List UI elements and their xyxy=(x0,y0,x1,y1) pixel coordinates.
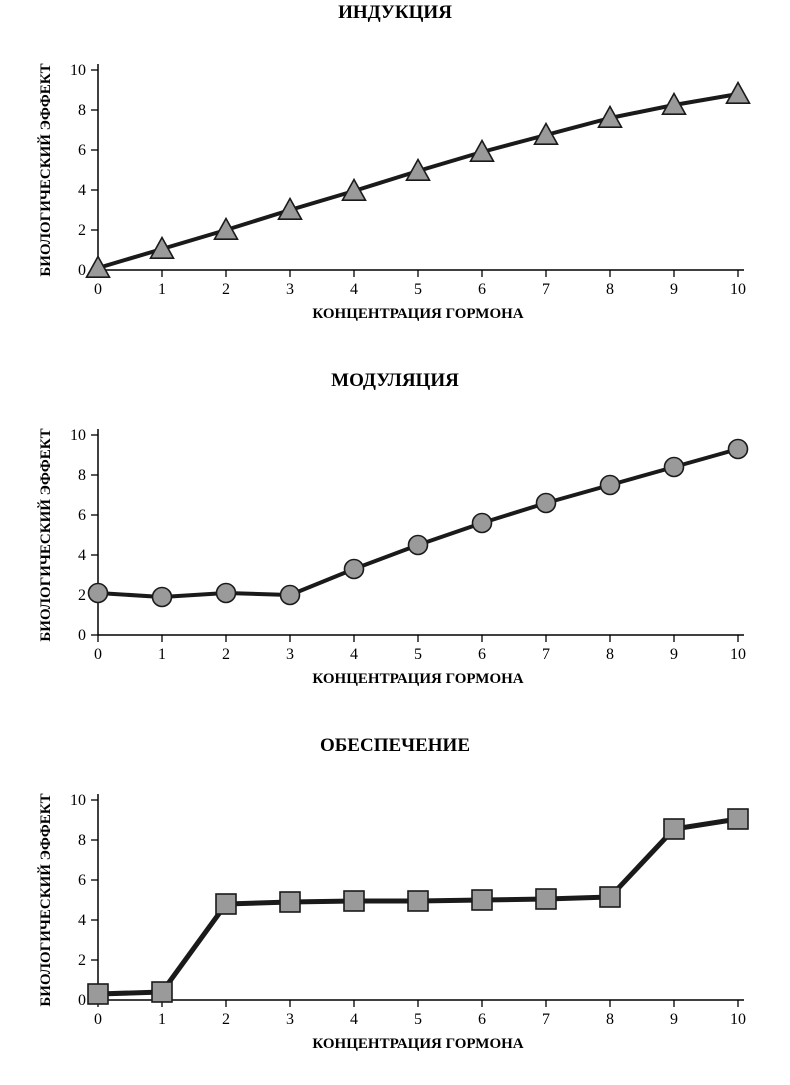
chart-modulation-ylabel: БИОЛОГИЧЕСКИЙ ЭФФЕКТ xyxy=(37,428,54,641)
y-tick-label: 10 xyxy=(70,427,86,444)
y-tick-label: 4 xyxy=(78,182,86,199)
chart-modulation-title: МОДУЛЯЦИЯ xyxy=(0,370,790,392)
y-tick-label: 8 xyxy=(78,102,86,119)
y-tick-label: 2 xyxy=(78,952,86,969)
y-tick-label: 6 xyxy=(78,507,86,524)
x-tick-label: 6 xyxy=(478,281,486,298)
x-tick-label: 4 xyxy=(350,646,358,663)
x-tick-label: 7 xyxy=(542,646,550,663)
chart-provision: 0 1 2 3 4 5 6 7 8 9 10 0 2 4 6 8 10 КОНЦЕНТРАЦИЯ ГОРМОНА Б… xyxy=(0,770,790,1070)
x-tick-label: 5 xyxy=(414,1011,422,1028)
y-tick-label: 6 xyxy=(78,872,86,889)
x-tick-label: 10 xyxy=(730,281,746,298)
chart-provision-title: ОБЕСПЕЧЕНИЕ xyxy=(0,735,790,757)
x-tick-label: 1 xyxy=(158,281,166,298)
y-tick-label: 8 xyxy=(78,467,86,484)
x-tick-label: 8 xyxy=(606,281,614,298)
x-tick-label: 1 xyxy=(158,646,166,663)
x-tick-label: 2 xyxy=(222,1011,230,1028)
x-tick-label: 6 xyxy=(478,1011,486,1028)
y-tick-label: 0 xyxy=(78,992,86,1009)
chart-provision-svg: 0 1 2 3 4 5 6 7 8 9 10 0 2 4 6 8 10 КОНЦЕНТРАЦИЯ ГОРМОНА Б… xyxy=(0,770,790,1070)
chart-modulation-svg: 0 1 2 3 4 5 6 7 8 9 10 0 2 4 6 8 10 КОНЦЕНТРАЦИЯ ГОРМОНА Б… xyxy=(0,405,790,705)
chart-induction-title: ИНДУКЦИЯ xyxy=(0,2,790,24)
page: ИНДУКЦИЯ0123456789100246810КОНЦЕНТРАЦИЯ … xyxy=(0,0,790,1085)
x-tick-label: 4 xyxy=(350,1011,358,1028)
x-tick-label: 10 xyxy=(730,1011,746,1028)
y-tick-label: 0 xyxy=(78,262,86,279)
y-tick-label: 2 xyxy=(78,587,86,604)
y-tick-label: 6 xyxy=(78,142,86,159)
x-tick-label: 3 xyxy=(286,281,294,298)
y-tick-label: 10 xyxy=(70,792,86,809)
chart-provision-xlabel: КОНЦЕНТРАЦИЯ ГОРМОНА xyxy=(312,1036,523,1052)
x-tick-label: 1 xyxy=(158,1011,166,1028)
chart-modulation-xlabel: КОНЦЕНТРАЦИЯ ГОРМОНА xyxy=(312,671,523,687)
x-tick-label: 9 xyxy=(670,646,678,663)
y-tick-label: 0 xyxy=(78,627,86,644)
x-tick-label: 0 xyxy=(94,1011,102,1028)
chart-induction-svg: 0 1 2 3 4 5 6 7 8 9 10 0 2 4 6 8 10 КОНЦЕНТРАЦИЯ ГОРМОНА Б… xyxy=(0,40,790,340)
y-tick-label: 2 xyxy=(78,222,86,239)
x-tick-label: 9 xyxy=(670,281,678,298)
x-tick-label: 10 xyxy=(730,646,746,663)
x-tick-label: 5 xyxy=(414,281,422,298)
x-tick-label: 8 xyxy=(606,1011,614,1028)
x-tick-label: 0 xyxy=(94,646,102,663)
x-tick-label: 4 xyxy=(350,281,358,298)
x-tick-label: 7 xyxy=(542,281,550,298)
chart-induction-ylabel: БИОЛОГИЧЕСКИЙ ЭФФЕКТ xyxy=(37,63,54,276)
y-tick-label: 4 xyxy=(78,547,86,564)
y-tick-label: 8 xyxy=(78,832,86,849)
chart-provision-ylabel: БИОЛОГИЧЕСКИЙ ЭФФЕКТ xyxy=(37,793,54,1006)
chart-modulation: 0 1 2 3 4 5 6 7 8 9 10 0 2 4 6 8 10 КОНЦЕНТРАЦИЯ ГОРМОНА Б… xyxy=(0,405,790,705)
chart-modulation-line xyxy=(98,449,738,597)
y-tick-label: 10 xyxy=(70,62,86,79)
x-tick-label: 3 xyxy=(286,1011,294,1028)
x-tick-label: 8 xyxy=(606,646,614,663)
x-tick-label: 7 xyxy=(542,1011,550,1028)
x-tick-label: 9 xyxy=(670,1011,678,1028)
chart-induction: 0 1 2 3 4 5 6 7 8 9 10 0 2 4 6 8 10 КОНЦЕНТРАЦИЯ ГОРМОНА Б… xyxy=(0,40,790,340)
x-tick-label: 2 xyxy=(222,646,230,663)
x-tick-label: 3 xyxy=(286,646,294,663)
x-tick-label: 2 xyxy=(222,281,230,298)
y-tick-label: 4 xyxy=(78,912,86,929)
x-tick-label: 0 xyxy=(94,281,102,298)
chart-induction-xlabel: КОНЦЕНТРАЦИЯ ГОРМОНА xyxy=(312,306,523,322)
x-tick-label: 5 xyxy=(414,646,422,663)
x-tick-label: 6 xyxy=(478,646,486,663)
